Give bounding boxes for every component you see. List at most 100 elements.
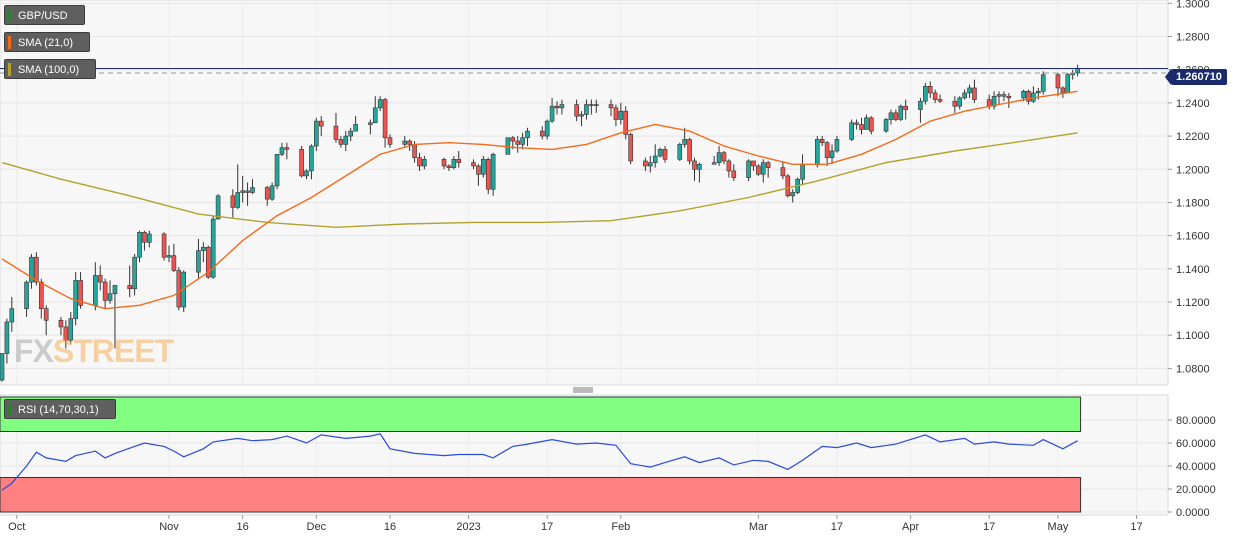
legend-label-rsi: RSI (14,70,30,1) <box>18 404 99 416</box>
candle-body-down <box>102 281 108 301</box>
candlestick <box>962 89 967 100</box>
candle-body-down <box>446 165 452 168</box>
legend-swatch-sma100 <box>8 63 11 76</box>
candle-body-up <box>584 104 589 115</box>
candle-body-down <box>471 162 476 167</box>
candlestick <box>726 159 732 178</box>
candlestick <box>24 280 29 317</box>
candlestick <box>692 157 697 181</box>
candle-body-up <box>834 139 840 152</box>
sma100-line <box>1 132 1078 229</box>
candle-body-up <box>697 163 702 170</box>
legend-gbpusd[interactable]: GBP/USD <box>4 5 85 25</box>
candlestick <box>898 104 904 122</box>
candle-body-down <box>58 319 64 328</box>
price-tick-label: 1.1800 <box>1176 197 1210 209</box>
candle-body-down <box>205 246 211 278</box>
candle-body-up <box>549 105 555 122</box>
candlestick <box>652 144 658 168</box>
candle-body-down <box>333 125 339 140</box>
candle-body-down <box>726 160 732 172</box>
time-tick-label: May <box>1048 521 1069 533</box>
legend-label-sma21: SMA (21,0) <box>18 37 74 49</box>
candlestick <box>481 155 486 178</box>
candle-body-up <box>24 281 29 309</box>
candlestick <box>731 164 737 181</box>
candlestick <box>181 270 187 312</box>
candle-body-down <box>731 170 737 178</box>
candle-body-down <box>751 160 756 167</box>
candle-body-down <box>574 104 579 117</box>
candle-body-up <box>210 218 216 278</box>
candlestick <box>446 164 452 171</box>
candle-body-up <box>166 255 172 258</box>
panel-splitter-handle[interactable] <box>573 387 593 393</box>
candlestick <box>451 155 457 170</box>
candlestick <box>485 157 491 195</box>
candle-body-up <box>29 256 34 283</box>
candle-body-up <box>9 308 15 323</box>
legend-sma100[interactable]: SMA (100,0) <box>4 59 96 79</box>
candle-body-up <box>1065 74 1071 94</box>
candle-body-up <box>147 233 152 243</box>
candle-body-up <box>593 104 599 106</box>
candlestick <box>967 84 972 98</box>
candle-body-up <box>402 140 408 145</box>
candle-body-down <box>318 120 324 127</box>
candlestick <box>382 97 388 148</box>
candlestick <box>711 155 717 165</box>
candlestick <box>520 132 525 150</box>
candlestick <box>402 136 408 148</box>
candlestick <box>952 96 958 113</box>
candlestick <box>176 267 182 311</box>
candle-body-down <box>171 255 177 271</box>
candle-body-up <box>201 246 206 251</box>
candle-body-up <box>849 122 854 140</box>
candlestick <box>1040 71 1046 95</box>
candle-body-up <box>451 159 457 168</box>
candlestick <box>657 147 663 158</box>
rsi-oversold-zone <box>0 477 1082 513</box>
candlestick <box>38 278 44 319</box>
candle-body-down <box>245 190 250 193</box>
candle-body-down <box>510 137 516 142</box>
candle-body-down <box>785 175 791 197</box>
candle-body-up <box>883 119 889 132</box>
candle-body-up <box>648 162 653 167</box>
candle-body-down <box>142 232 147 243</box>
candlestick <box>63 320 69 349</box>
candlestick <box>235 164 241 210</box>
candle-body-down <box>230 195 236 208</box>
legend-sma21[interactable]: SMA (21,0) <box>4 32 90 52</box>
price-tick-label: 1.1000 <box>1176 330 1210 342</box>
candlestick <box>132 253 137 296</box>
candle-body-up <box>829 150 835 158</box>
candle-body-up <box>235 192 241 208</box>
candlestick <box>937 94 943 103</box>
candlestick <box>137 230 142 263</box>
candlestick <box>127 265 132 298</box>
candlestick <box>785 174 791 198</box>
candle-body-down <box>284 147 290 150</box>
candle-body-up <box>348 130 354 137</box>
legend-swatch-gbpusd <box>8 9 11 22</box>
candle-body-up <box>368 122 373 125</box>
candlestick <box>68 311 74 344</box>
candlestick <box>147 230 152 248</box>
candle-body-down <box>382 99 388 139</box>
time-tick-label: Mar <box>749 521 768 533</box>
candle-body-up <box>677 144 683 160</box>
candlestick <box>544 119 550 140</box>
rsi-line <box>1 433 1078 491</box>
candlestick <box>205 245 211 279</box>
price-tick-label: 1.2400 <box>1176 98 1210 110</box>
candlestick <box>613 104 619 127</box>
candle-body-up <box>525 130 530 139</box>
candle-body-up <box>682 139 687 145</box>
candle-body-up <box>918 100 923 110</box>
legend-rsi[interactable]: RSI (14,70,30,1) <box>4 399 116 419</box>
candlestick <box>589 99 594 115</box>
candle-body-up <box>132 256 137 290</box>
